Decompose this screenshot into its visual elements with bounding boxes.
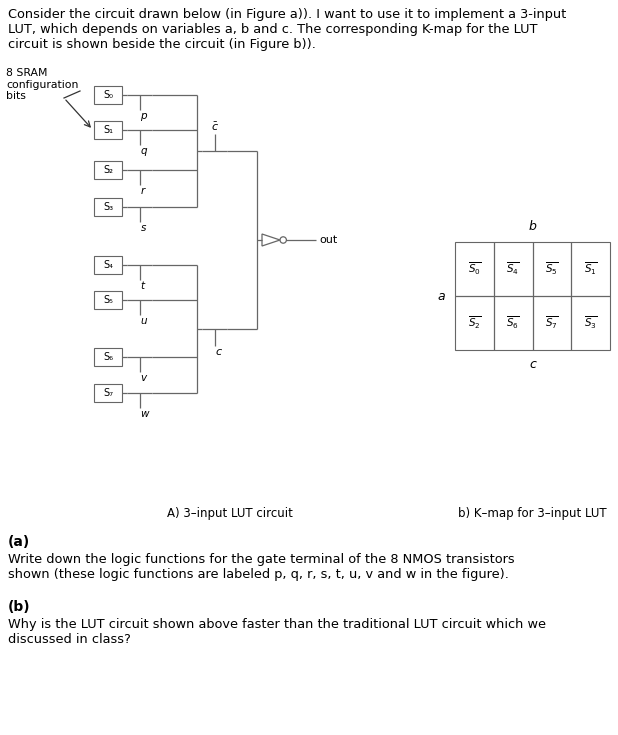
Text: (b): (b) — [8, 600, 31, 614]
Bar — [94, 121, 122, 139]
Text: b) K–map for 3–input LUT: b) K–map for 3–input LUT — [458, 506, 606, 520]
Text: Why is the LUT circuit shown above faster than the traditional LUT circuit which: Why is the LUT circuit shown above faste… — [8, 618, 546, 646]
Text: $\overline{S_0}$: $\overline{S_0}$ — [468, 261, 481, 277]
Text: $\overline{S_3}$: $\overline{S_3}$ — [584, 315, 598, 331]
Text: Consider the circuit drawn below (in Figure a)). I want to use it to implement a: Consider the circuit drawn below (in Fig… — [8, 8, 566, 51]
Text: Write down the logic functions for the gate terminal of the 8 NMOS transistors
s: Write down the logic functions for the g… — [8, 553, 515, 581]
Text: S₂: S₂ — [103, 165, 113, 175]
Text: S₀: S₀ — [103, 90, 113, 100]
Bar — [94, 86, 122, 104]
Bar — [455, 242, 610, 350]
Text: p: p — [140, 111, 147, 121]
Text: A) 3–input LUT circuit: A) 3–input LUT circuit — [167, 506, 293, 520]
Text: s: s — [140, 223, 146, 233]
Text: $\overline{S_1}$: $\overline{S_1}$ — [584, 261, 598, 277]
Text: S₇: S₇ — [103, 388, 113, 398]
Text: $\overline{S_2}$: $\overline{S_2}$ — [468, 315, 481, 331]
Text: 8 SRAM
configuration
bits: 8 SRAM configuration bits — [6, 68, 78, 101]
Text: b: b — [528, 220, 536, 232]
Text: S₅: S₅ — [103, 295, 113, 305]
Text: (a): (a) — [8, 535, 30, 549]
Text: c: c — [529, 357, 536, 370]
Text: out: out — [320, 235, 337, 245]
Text: $\overline{S_6}$: $\overline{S_6}$ — [506, 315, 520, 331]
Text: r: r — [140, 186, 145, 196]
Text: S₆: S₆ — [103, 352, 113, 362]
Bar — [94, 384, 122, 402]
Bar — [94, 291, 122, 309]
Text: S₄: S₄ — [103, 260, 113, 270]
Text: S₃: S₃ — [103, 202, 113, 212]
Bar — [94, 256, 122, 274]
Text: q: q — [140, 146, 147, 156]
Bar — [94, 198, 122, 216]
Text: $\overline{S_5}$: $\overline{S_5}$ — [545, 261, 559, 277]
Text: u: u — [140, 316, 147, 326]
Bar — [94, 348, 122, 366]
Text: w: w — [140, 409, 149, 419]
Text: S₁: S₁ — [103, 125, 113, 135]
Text: t: t — [140, 281, 145, 291]
Text: $\overline{S_4}$: $\overline{S_4}$ — [506, 261, 520, 277]
Text: a: a — [437, 290, 445, 303]
Text: v: v — [140, 373, 146, 383]
Text: c: c — [216, 347, 222, 357]
Text: $\overline{S_7}$: $\overline{S_7}$ — [545, 315, 559, 331]
Text: $\bar{c}$: $\bar{c}$ — [211, 121, 219, 133]
Bar — [94, 161, 122, 179]
